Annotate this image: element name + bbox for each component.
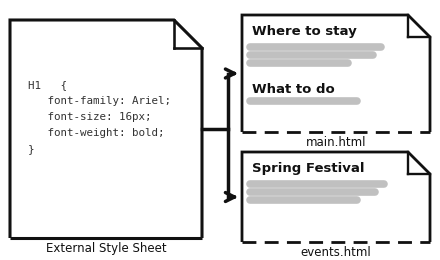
Text: font-weight: bold;: font-weight: bold;	[28, 128, 165, 138]
Text: font-family: Ariel;: font-family: Ariel;	[28, 96, 171, 106]
Text: main.html: main.html	[306, 136, 366, 149]
Text: External Style Sheet: External Style Sheet	[46, 242, 166, 255]
Polygon shape	[10, 20, 202, 238]
Polygon shape	[242, 15, 430, 132]
Text: Spring Festival: Spring Festival	[252, 162, 364, 175]
Text: H1   {: H1 {	[28, 80, 67, 90]
Text: }: }	[28, 144, 34, 154]
Text: Where to stay: Where to stay	[252, 25, 357, 38]
Text: events.html: events.html	[301, 246, 371, 259]
Polygon shape	[242, 152, 430, 242]
Text: font-size: 16px;: font-size: 16px;	[28, 112, 151, 122]
Text: What to do: What to do	[252, 83, 335, 96]
